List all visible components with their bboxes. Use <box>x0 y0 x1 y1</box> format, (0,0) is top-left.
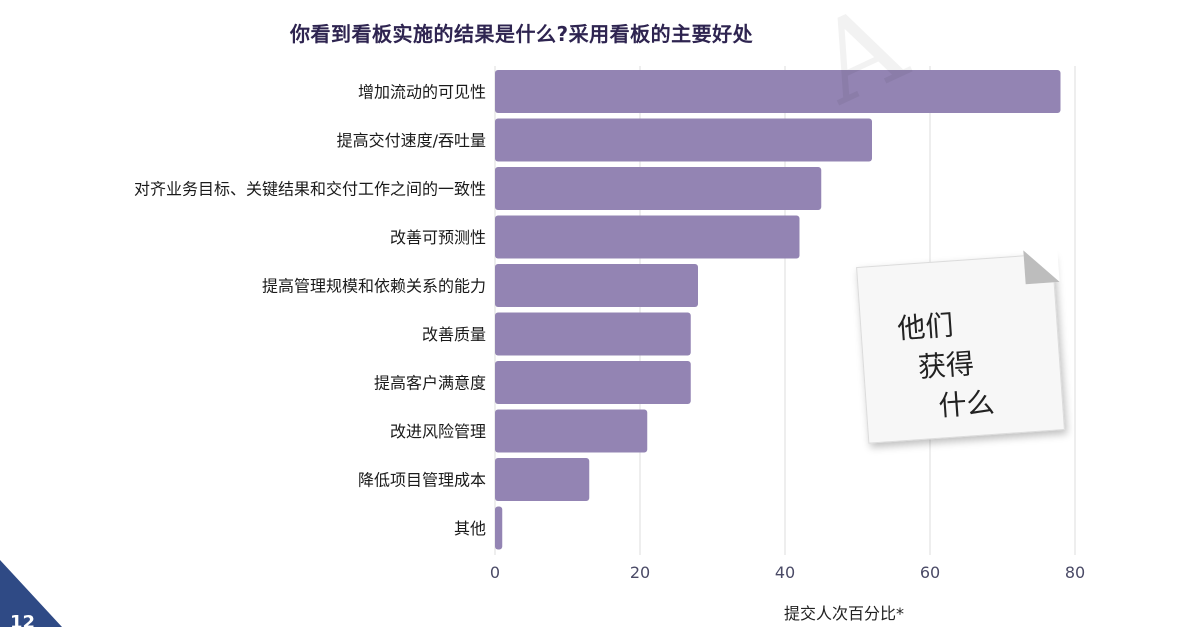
category-label: 其他 <box>454 519 486 538</box>
page-number: 12 <box>10 612 36 633</box>
corner-decoration <box>0 560 62 627</box>
bar <box>495 312 691 356</box>
category-label: 提高客户满意度 <box>374 374 486 393</box>
category-label: 改进风险管理 <box>390 422 486 441</box>
bar <box>495 458 590 501</box>
category-label: 提高交付速度/吞吐量 <box>337 131 486 150</box>
bar <box>495 506 503 550</box>
x-tick-label: 60 <box>920 563 940 582</box>
x-tick-label: 40 <box>775 563 795 582</box>
note-line-1: 他们 <box>896 308 955 346</box>
x-axis-label: 提交人次百分比* <box>784 604 905 623</box>
sticky-note: 他们 获得 什么 <box>856 248 1065 444</box>
x-tick-label: 0 <box>490 563 500 582</box>
note-text: 他们 获得 什么 <box>896 303 996 429</box>
chart-title: 你看到看板实施的结果是什么?采用看板的主要好处 <box>290 22 754 46</box>
bar <box>495 215 800 259</box>
x-tick-label: 80 <box>1065 563 1085 582</box>
category-label: 提高管理规模和依赖关系的能力 <box>262 277 486 296</box>
category-label: 改善质量 <box>422 325 486 344</box>
note-line-3: 什么 <box>937 385 996 423</box>
bar <box>495 409 648 453</box>
bar <box>495 70 1061 113</box>
x-tick-label: 20 <box>630 563 650 582</box>
category-label: 增加流动的可见性 <box>358 83 486 102</box>
note-fold-corner <box>1023 248 1060 285</box>
category-label: 对齐业务目标、关键结果和交付工作之间的一致性 <box>134 180 486 199</box>
bar <box>495 361 691 404</box>
bar <box>495 167 822 210</box>
bar <box>495 118 872 162</box>
note-line-2: 获得 <box>916 347 976 384</box>
bar <box>495 264 698 307</box>
category-label: 降低项目管理成本 <box>358 471 486 490</box>
category-label: 改善可预测性 <box>390 228 486 247</box>
